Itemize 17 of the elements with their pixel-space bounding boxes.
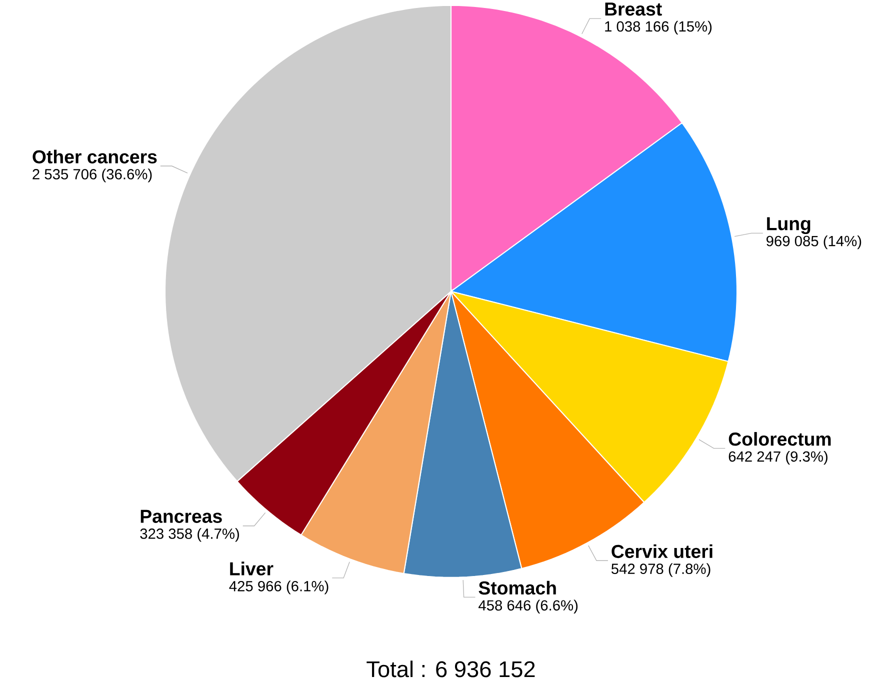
data-label: 323 358 (4.7%) [140, 528, 239, 542]
data-label: 969 085 (14%) [766, 235, 862, 249]
data-label: 642 247 (9.3%) [728, 450, 828, 464]
data-label: 425 966 (6.1%) [229, 580, 328, 594]
data-label: 542 978 (7.8%) [611, 563, 710, 577]
slice-label: Breast [605, 2, 662, 16]
data-label: 2 535 706 (36.6%) [32, 168, 152, 182]
text: Total : 6 936 152 [366, 660, 535, 678]
slice-label: Liver [230, 561, 274, 576]
slice-label: Lung [767, 217, 810, 234]
slice-label: Pancreas [140, 510, 222, 523]
data-label: 1 038 166 (15%) [605, 20, 712, 34]
slice-label: Other cancers [32, 150, 157, 164]
data-label: 458 646 (6.6%) [478, 600, 578, 614]
slice-label: Colorectum [728, 432, 831, 446]
slice-label: Cervix uteri [612, 544, 712, 558]
slice-label: Stomach [478, 580, 556, 594]
